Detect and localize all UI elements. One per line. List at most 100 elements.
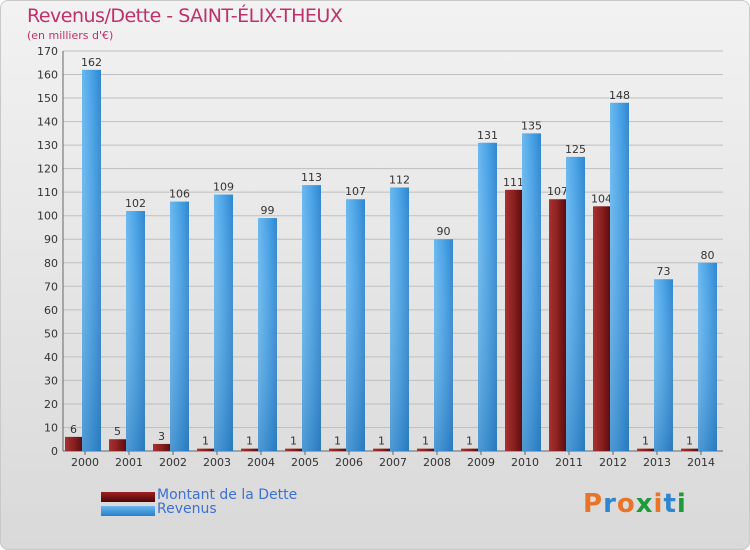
- x-tick-label-2007: 2007: [379, 456, 407, 469]
- y-tick-label: 100: [37, 210, 58, 223]
- bar-dette-2004: [241, 448, 258, 451]
- y-tick-label: 70: [44, 280, 58, 293]
- bar-dette-2009: [461, 448, 478, 451]
- data-label-revenus-2007: 112: [389, 173, 410, 186]
- y-tick-label: 140: [37, 116, 58, 129]
- legend-swatch-dette: [101, 492, 155, 502]
- data-label-dette-2013: 1: [642, 435, 649, 448]
- chart-subtitle: (en milliers d'€): [27, 29, 114, 42]
- data-label-revenus-2010: 135: [521, 119, 542, 132]
- x-tick-label-2009: 2009: [467, 456, 495, 469]
- bar-dette-2013: [637, 448, 654, 451]
- bar-revenus-shade-2003: [214, 194, 233, 451]
- y-tick-label: 130: [37, 139, 58, 152]
- data-label-dette-2001: 5: [114, 425, 121, 438]
- y-tick-label: 50: [44, 327, 58, 340]
- data-label-dette-2000: 6: [70, 423, 77, 436]
- x-tick-label-2014: 2014: [687, 456, 715, 469]
- y-tick-label: 150: [37, 92, 58, 105]
- data-label-revenus-2006: 107: [345, 185, 366, 198]
- proxiti-logo: Proxiti: [583, 489, 687, 519]
- bar-revenus-shade-2013: [654, 279, 673, 451]
- bar-revenus-shade-2002: [170, 201, 189, 451]
- x-tick-label-2012: 2012: [599, 456, 627, 469]
- data-label-revenus-2011: 125: [565, 143, 586, 156]
- bar-dette-2010: [505, 189, 522, 451]
- data-label-revenus-2014: 80: [701, 249, 715, 262]
- x-tick-label-2003: 2003: [203, 456, 231, 469]
- y-tick-label: 20: [44, 398, 58, 411]
- x-tick-label-2013: 2013: [643, 456, 671, 469]
- y-tick-label: 160: [37, 69, 58, 82]
- data-label-dette-2003: 1: [202, 435, 209, 448]
- data-label-dette-2008: 1: [422, 435, 429, 448]
- bar-revenus-shade-2006: [346, 199, 365, 451]
- logo-letter: r: [603, 489, 617, 519]
- y-tick-label: 40: [44, 351, 58, 364]
- data-label-revenus-2012: 148: [609, 89, 630, 102]
- y-tick-label: 170: [37, 45, 58, 58]
- bar-dette-2006: [329, 448, 346, 451]
- data-label-dette-2012: 104: [591, 192, 612, 205]
- logo-letter: P: [583, 489, 604, 519]
- x-tick-label-2011: 2011: [555, 456, 583, 469]
- y-tick-label: 0: [51, 445, 58, 458]
- bar-revenus-shade-2007: [390, 187, 409, 451]
- data-label-dette-2002: 3: [158, 430, 165, 443]
- data-label-revenus-2001: 102: [125, 197, 146, 210]
- bar-revenus-shade-2010: [522, 133, 541, 451]
- data-label-dette-2009: 1: [466, 435, 473, 448]
- y-tick-label: 30: [44, 374, 58, 387]
- legend-label-revenus: Revenus: [157, 501, 217, 517]
- data-label-dette-2014: 1: [686, 435, 693, 448]
- x-tick-label-2005: 2005: [291, 456, 319, 469]
- legend-swatch-revenus: [101, 506, 155, 516]
- y-tick-label: 120: [37, 163, 58, 176]
- logo-letter: o: [616, 489, 636, 519]
- chart-title: Revenus/Dette - SAINT-ÉLIX-THEUX: [27, 5, 343, 27]
- bar-dette-2005: [285, 448, 302, 451]
- bar-revenus-shade-2009: [478, 142, 497, 451]
- y-tick-label: 60: [44, 304, 58, 317]
- data-label-revenus-2004: 99: [261, 204, 275, 217]
- data-label-revenus-2002: 106: [169, 188, 190, 201]
- data-label-dette-2005: 1: [290, 435, 297, 448]
- data-label-revenus-2005: 113: [301, 171, 322, 184]
- bar-dette-2014: [681, 448, 698, 451]
- bar-dette-2003: [197, 448, 214, 451]
- data-label-revenus-2009: 131: [477, 129, 498, 142]
- data-label-dette-2010: 111: [503, 176, 524, 189]
- bar-revenus-shade-2012: [610, 102, 629, 451]
- bar-revenus-shade-2011: [566, 156, 585, 451]
- x-tick-label-2002: 2002: [159, 456, 187, 469]
- data-label-dette-2006: 1: [334, 435, 341, 448]
- data-label-dette-2004: 1: [246, 435, 253, 448]
- y-tick-label: 90: [44, 233, 58, 246]
- data-label-dette-2011: 107: [547, 185, 568, 198]
- bar-dette-2012: [593, 206, 610, 451]
- logo-letter: x: [635, 489, 654, 519]
- y-tick-label: 10: [44, 421, 58, 434]
- legend-label-dette: Montant de la Dette: [157, 487, 298, 503]
- bar-dette-2008: [417, 448, 434, 451]
- x-tick-label-2010: 2010: [511, 456, 539, 469]
- bar-dette-2001: [109, 439, 126, 451]
- x-tick-label-2006: 2006: [335, 456, 363, 469]
- bar-revenus-shade-2005: [302, 185, 321, 451]
- x-tick-label-2001: 2001: [115, 456, 143, 469]
- bar-revenus-shade-2014: [698, 262, 717, 451]
- bar-revenus-shade-2001: [126, 211, 145, 451]
- bar-revenus-shade-2008: [434, 239, 453, 451]
- bar-dette-2007: [373, 448, 390, 451]
- y-tick-label: 80: [44, 257, 58, 270]
- logo-letter: t: [663, 489, 677, 519]
- data-label-revenus-2013: 73: [657, 265, 671, 278]
- bar-dette-2011: [549, 199, 566, 451]
- x-tick-label-2004: 2004: [247, 456, 275, 469]
- y-tick-label: 110: [37, 186, 58, 199]
- data-label-revenus-2008: 90: [437, 225, 451, 238]
- data-label-dette-2007: 1: [378, 435, 385, 448]
- x-tick-label-2000: 2000: [71, 456, 99, 469]
